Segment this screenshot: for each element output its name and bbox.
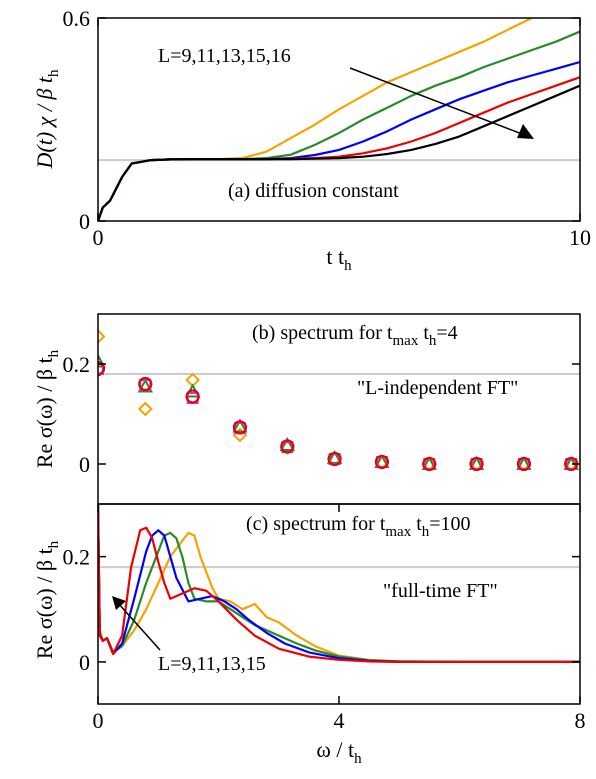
panel-b-marker-L11 <box>137 378 153 393</box>
panel-a-ylabel: D(t) χ / β th <box>32 69 62 170</box>
panel-b-note: "L-independent FT" <box>357 377 518 399</box>
panel-a-L-annotation: L=9,11,13,15,16 <box>158 45 291 67</box>
panel-a: 0 0.6 0 10 (a) diffusion constant L=9,11,13… <box>32 6 591 274</box>
panel-b-marker-L11 <box>279 436 295 451</box>
panel-c-xlabel: ω / th <box>316 737 362 767</box>
panel-b-marker-L9 <box>98 329 106 344</box>
panel-c-ytick-label: 0 <box>79 650 90 675</box>
panel-c-ytick-label: 0.2 <box>63 545 91 570</box>
panel-b-marker-L16 <box>232 420 247 435</box>
panel-a-series-L16 <box>98 84 580 221</box>
panel-c-xtick-label: 0 <box>93 708 104 733</box>
panel-a-xlabel: t th <box>326 244 352 274</box>
panel-c-note: "full-time FT" <box>383 580 498 602</box>
panel-b-marker-L16 <box>185 389 200 404</box>
panel-b-marker-L16 <box>422 457 437 471</box>
panel-a-frame <box>97 17 581 222</box>
panel-b: 0 0.2 (b) spectrum for tmax th=4 "L-indep… <box>32 313 581 505</box>
panel-a-ytick-label: 0.6 <box>63 6 91 31</box>
panel-b-marker-L16 <box>516 457 531 471</box>
panel-b-annotation: (b) spectrum for tmax th=4 <box>252 322 458 349</box>
panel-c-xtick-label: 8 <box>575 708 586 733</box>
panel-b-ylabel: Re σ(ω) / β th <box>32 349 62 468</box>
panel-c-arrow <box>117 602 161 651</box>
panel-c-annotation: (c) spectrum for tmax th=100 <box>246 513 471 540</box>
panel-a-ytick-label: 0 <box>79 209 90 234</box>
panel-c-series-L15 <box>98 504 580 664</box>
panel-b-marker-L11 <box>232 418 248 433</box>
panel-a-xtick-label: 10 <box>569 225 591 250</box>
panel-b-marker-L16 <box>469 457 484 471</box>
panel-b-ytick-label: 0.2 <box>63 352 91 377</box>
panel-c-ylabel: Re σ(ω) / β th <box>32 540 62 659</box>
panel-b-marker-L9 <box>137 401 153 417</box>
panel-b-marker-L16 <box>327 452 342 466</box>
panel-a-arrowhead <box>517 124 534 139</box>
panel-b-marker-L16 <box>138 377 153 391</box>
panel-c-L-annotation: L=9,11,13,15 <box>158 653 266 675</box>
panel-b-marker-L16 <box>98 361 105 375</box>
panel-b-ytick-label: 0 <box>79 452 90 477</box>
panel-a-annotation: (a) diffusion constant <box>228 180 399 202</box>
panel-b-marker-L16 <box>280 439 295 454</box>
panel-c: 0 0.2 0 4 8 (c) spectrum for tmax th=100 "fu… <box>32 503 586 767</box>
panel-c-arrowhead <box>112 596 126 610</box>
panel-c-xtick-label: 4 <box>334 708 345 733</box>
panel-a-arrow <box>349 67 523 135</box>
panel-c-series-L11 <box>98 504 580 664</box>
panel-b-marker-L11 <box>98 353 106 368</box>
panel-b-marker-L16 <box>374 455 389 469</box>
panel-a-xtick-label: 0 <box>93 225 104 250</box>
